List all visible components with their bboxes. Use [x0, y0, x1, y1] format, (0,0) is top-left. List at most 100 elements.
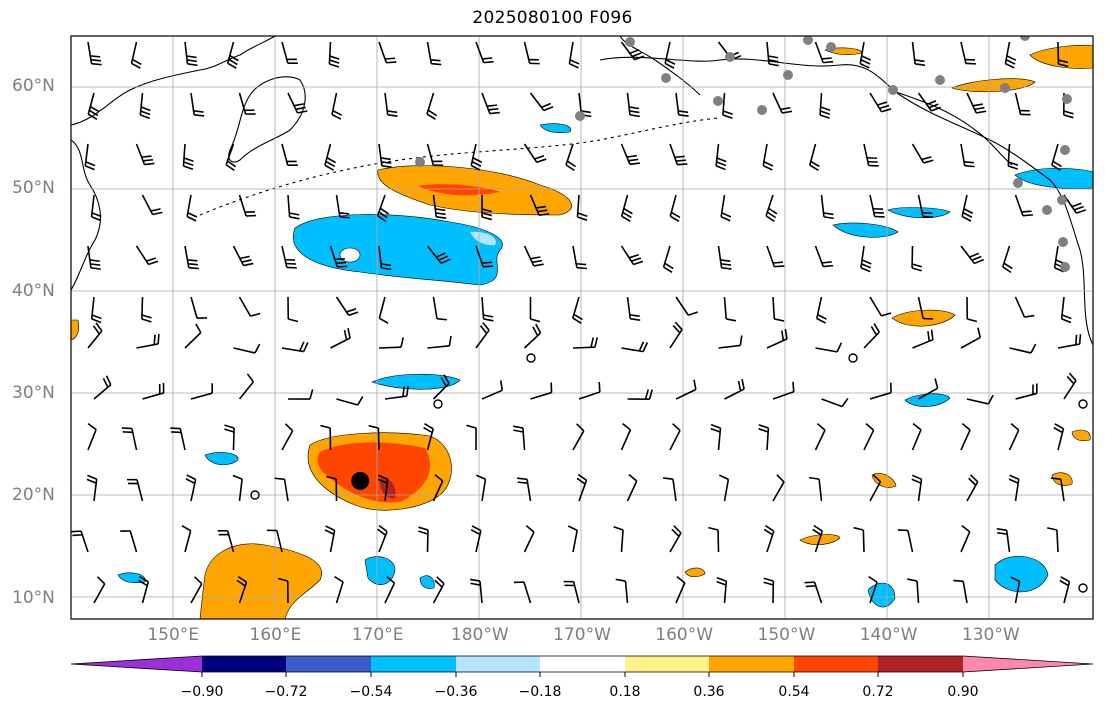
coastline-kamchatka — [228, 76, 306, 163]
wind-barb — [418, 526, 429, 553]
wind-barb — [1047, 527, 1059, 553]
station-dot — [826, 42, 836, 52]
wind-barb — [238, 373, 254, 400]
wind-barb — [335, 194, 350, 219]
wind-barb — [475, 41, 494, 64]
wind-barb — [868, 575, 878, 604]
wind-barb — [426, 92, 438, 121]
wind-barb — [809, 476, 823, 502]
wind-barb — [766, 245, 785, 268]
wind-barb — [466, 424, 477, 451]
wind-barb — [869, 382, 892, 400]
wind-barb — [335, 296, 359, 317]
colorbar-tick-label: −0.90 — [180, 684, 224, 700]
wind-barb — [190, 296, 208, 319]
wind-barb — [620, 194, 633, 222]
colorbar-segment — [878, 656, 963, 672]
wind-barb — [281, 341, 309, 353]
lon-label: 160°W — [655, 625, 714, 645]
wind-barb — [620, 245, 644, 266]
wind-barb — [572, 423, 585, 451]
colorbar-segment — [286, 656, 371, 672]
wind-barb — [613, 526, 624, 553]
wind-barb — [475, 321, 490, 349]
wind-barb — [186, 194, 198, 222]
wind-barb — [626, 474, 638, 502]
wind-barb — [376, 194, 389, 223]
station-dot — [1020, 36, 1030, 41]
wind-barb — [816, 296, 827, 324]
negative-anomaly-area — [904, 393, 951, 407]
wind-barb — [723, 296, 737, 322]
wind-barb — [1009, 343, 1037, 354]
wind-barb — [378, 41, 397, 64]
negative-anomaly-area — [887, 207, 951, 219]
station-dot — [1013, 178, 1023, 188]
colorbar-segment — [456, 656, 540, 672]
wind-barb — [470, 525, 482, 553]
wind-barb — [287, 92, 308, 114]
wind-barb — [135, 245, 159, 266]
colorbar — [70, 655, 1094, 673]
wind-barb — [576, 194, 588, 221]
wind-barb — [615, 578, 629, 604]
station-dot — [757, 105, 767, 115]
lon-label: 170°E — [351, 625, 404, 645]
negative-anomaly-area — [204, 452, 239, 466]
wind-barb — [426, 245, 451, 264]
station-dot — [888, 85, 898, 95]
wind-barb — [481, 92, 500, 115]
wind-barb — [814, 41, 834, 64]
wind-barb — [620, 143, 640, 166]
wind-barb — [326, 475, 338, 502]
wind-barb — [93, 375, 112, 400]
wind-barb — [126, 478, 144, 502]
lon-label: 150°W — [757, 625, 816, 645]
wind-barb — [470, 143, 483, 171]
wind-barb — [966, 394, 994, 405]
wind-barb — [669, 525, 682, 553]
wind-barb — [814, 245, 834, 268]
lat-label: 20°N — [12, 485, 55, 506]
map-title: 2025080100 F096 — [472, 8, 633, 28]
station-dot — [1060, 262, 1070, 272]
wind-barb — [329, 245, 348, 268]
storm-center-marker — [351, 471, 370, 490]
wind-barb — [718, 474, 730, 502]
wind-barb — [334, 575, 344, 604]
negative-anomaly-area — [293, 214, 503, 286]
wind-barb — [184, 323, 202, 349]
wind-barb — [567, 525, 578, 553]
colorbar-segment — [709, 656, 794, 672]
wind-barb — [324, 525, 336, 553]
colorbar-tick-label: 0.18 — [609, 684, 641, 700]
very-strong-positive-anomaly-area — [379, 477, 396, 499]
wind-barb — [568, 41, 580, 69]
wind-barb — [281, 423, 294, 451]
calm-circle — [1078, 399, 1088, 409]
wind-barb — [1014, 296, 1035, 318]
wind-barb — [563, 580, 580, 604]
coastline-alaska-panhandle — [889, 89, 1013, 166]
anomaly-shading — [71, 44, 1093, 619]
wind-barb — [529, 296, 541, 323]
wind-barb — [722, 92, 733, 119]
station-dot — [1042, 205, 1052, 215]
colorbar-tick-label: −0.72 — [264, 684, 308, 700]
wind-barb — [266, 529, 283, 553]
wind-barb — [863, 143, 879, 167]
wind-barb — [766, 328, 788, 349]
wind-barb — [377, 474, 389, 502]
wind-barb — [182, 143, 194, 170]
wind-barb — [724, 379, 745, 400]
positive-anomaly-area — [1029, 44, 1093, 69]
positive-anomaly-area — [951, 78, 1036, 93]
positive-anomaly-area — [1051, 472, 1073, 486]
station-dot — [415, 157, 425, 167]
wind-barb — [1007, 143, 1019, 170]
wind-barb — [664, 41, 676, 69]
lon-label: 130°W — [961, 625, 1020, 645]
calm-circle — [433, 399, 443, 409]
wind-barb — [897, 529, 914, 553]
